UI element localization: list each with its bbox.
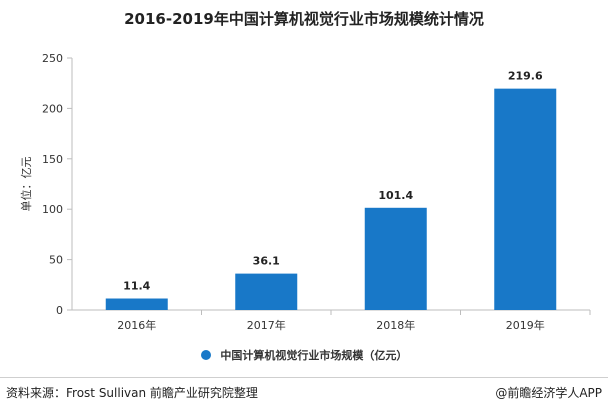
data-label: 101.4 [378,189,413,202]
data-label: 219.6 [508,70,543,83]
data-label: 36.1 [253,255,280,268]
y-tick-label: 200 [42,102,63,115]
y-tick-label: 0 [56,304,63,317]
bar [105,298,168,310]
y-tick-label: 250 [42,52,63,65]
x-tick-label: 2018年 [376,318,415,332]
y-axis-title: 单位：亿元 [19,157,33,212]
bar [235,273,298,310]
footer-divider [0,377,608,378]
chart-legend: 中国计算机视觉行业市场规模（亿元） [0,347,608,363]
bar [494,88,557,310]
legend-label: 中国计算机视觉行业市场规模（亿元） [220,349,408,362]
legend-swatch [200,350,211,360]
x-tick-label: 2016年 [117,318,156,332]
y-tick-label: 100 [42,203,63,216]
x-tick-label: 2017年 [247,318,286,332]
credit-note: @前瞻经济学人APP [495,386,602,400]
chart-title: 2016-2019年中国计算机视觉行业市场规模统计情况 [124,10,484,28]
y-tick-label: 50 [49,254,63,267]
x-tick-label: 2019年 [506,318,545,332]
bar [364,207,427,310]
data-label: 11.4 [123,280,150,293]
source-note: 资料来源：Frost Sullivan 前瞻产业研究院整理 [6,386,258,400]
y-tick-label: 150 [42,153,63,166]
